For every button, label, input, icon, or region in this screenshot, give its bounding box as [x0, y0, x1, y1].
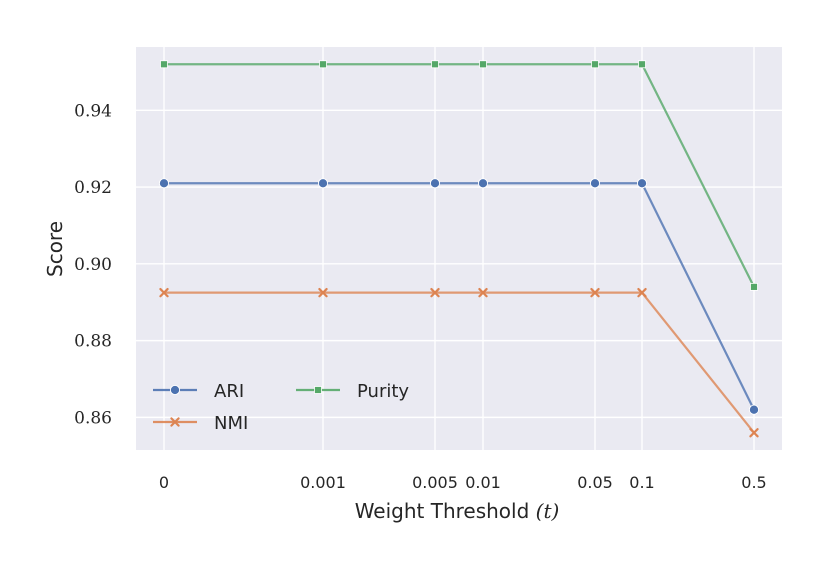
legend-marker-nmi	[170, 417, 180, 427]
data-point-purity	[750, 282, 758, 291]
series-purity	[160, 60, 758, 291]
legend-label-nmi: NMI	[214, 413, 248, 434]
data-point-ari	[477, 178, 489, 189]
legend-item-nmi: NMI	[153, 413, 248, 434]
x-axis-label-variable: (t)	[536, 499, 560, 523]
y-axis-label: Score	[43, 221, 67, 277]
data-point-ari	[636, 178, 648, 189]
data-point-ari	[589, 178, 601, 189]
data-point-purity	[160, 60, 168, 69]
x-tick-label: 0.01	[465, 473, 501, 492]
data-point-purity	[431, 60, 439, 69]
x-tick-label: 0.5	[741, 473, 766, 492]
y-tick-label: 0.94	[74, 101, 112, 121]
legend-label-purity: Purity	[357, 381, 409, 402]
x-tick-label: 0.05	[577, 473, 613, 492]
y-tick-label: 0.90	[74, 255, 112, 275]
data-point-purity	[319, 60, 327, 69]
data-point-nmi	[637, 287, 647, 298]
data-point-ari	[158, 178, 170, 189]
data-point-purity	[591, 60, 599, 69]
y-tick-label: 0.88	[74, 332, 112, 352]
legend: ARI NMI Purity	[153, 381, 409, 434]
x-tick-label: 0.001	[300, 473, 346, 492]
data-point-nmi	[318, 287, 328, 298]
data-point-nmi	[430, 287, 440, 298]
series-ari	[158, 178, 760, 415]
y-tick-label: 0.86	[74, 408, 112, 428]
grid-lines	[136, 47, 782, 450]
data-point-nmi	[159, 287, 169, 298]
x-tick-label: 0.1	[629, 473, 654, 492]
data-point-purity	[479, 60, 487, 69]
x-axis-label-text: Weight Threshold	[355, 499, 536, 523]
data-point-nmi	[478, 287, 488, 298]
legend-marker-ari	[169, 384, 181, 396]
series-nmi	[159, 287, 759, 438]
x-axis-label: Weight Threshold (t)	[355, 499, 560, 523]
data-point-nmi	[590, 287, 600, 298]
x-tick-label: 0	[159, 473, 169, 492]
legend-item-ari: ARI	[153, 381, 244, 402]
data-point-ari	[317, 178, 329, 189]
data-point-ari	[748, 404, 760, 415]
legend-marker-purity	[314, 386, 322, 394]
x-tick-labels: 0 0.001 0.005 0.01 0.05 0.1 0.5	[159, 473, 767, 492]
x-tick-label: 0.005	[412, 473, 458, 492]
data-point-nmi	[749, 428, 759, 438]
y-tick-label: 0.92	[74, 178, 112, 198]
legend-item-purity: Purity	[296, 381, 409, 402]
series-layer	[158, 60, 760, 438]
data-point-purity	[638, 60, 646, 69]
data-point-ari	[429, 178, 441, 189]
y-tick-labels: 0.86 0.88 0.90 0.92 0.94	[74, 101, 112, 428]
legend-label-ari: ARI	[214, 381, 244, 402]
